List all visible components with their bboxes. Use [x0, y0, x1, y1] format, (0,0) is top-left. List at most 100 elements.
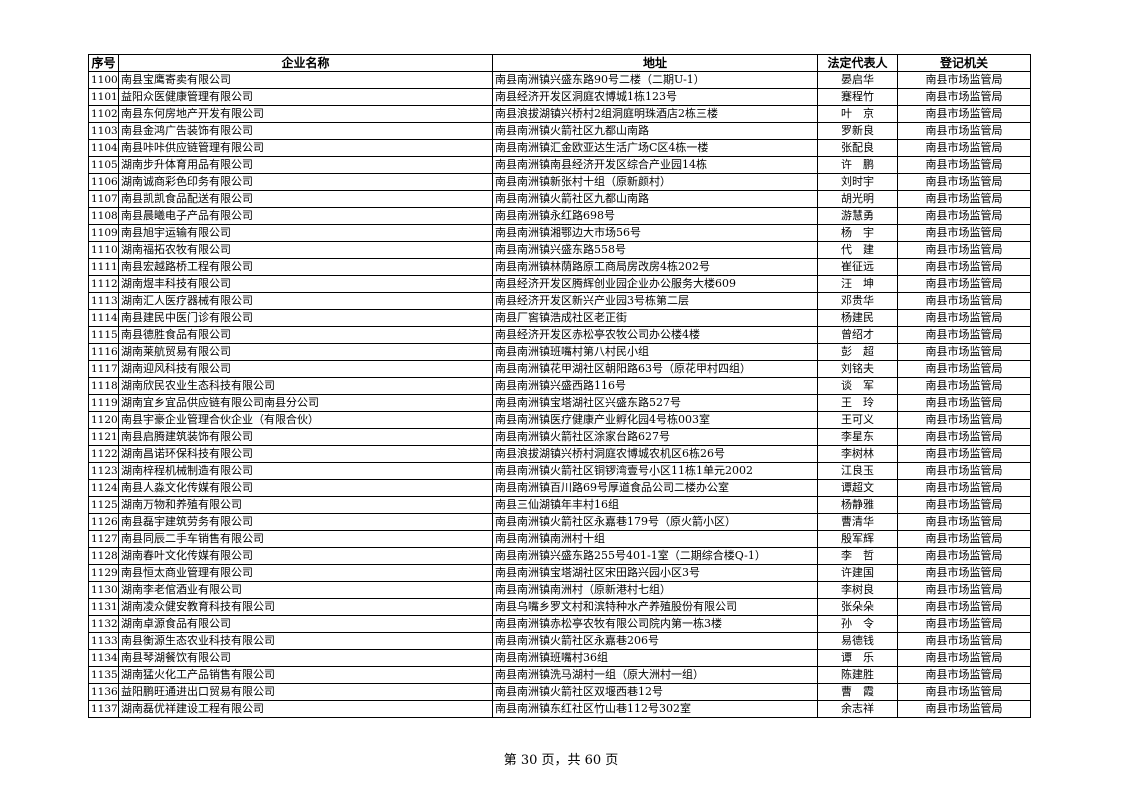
address-cell: 南县南洲镇医疗健康产业孵化园4号栋003室	[492, 411, 818, 429]
address-cell: 南县经济开发区腾辉创业园企业办公服务大楼609	[492, 275, 818, 293]
company-name-cell: 南县德胜食品有限公司	[118, 326, 493, 344]
address-cell: 南县经济开发区洞庭农博城1栋123号	[492, 88, 818, 106]
authority-cell: 南县市场监管局	[897, 224, 1031, 242]
table-row: 1121 南县启腾建筑装饰有限公司 南县南洲镇火箭社区涂家台路627号 李星东 南县市场…	[88, 428, 1031, 446]
company-name-cell: 湖南凌众健安教育科技有限公司	[118, 598, 493, 616]
legal-rep-cell: 崔征远	[817, 258, 898, 276]
legal-rep-cell: 曹 霞	[817, 683, 898, 701]
legal-rep-cell: 李树良	[817, 581, 898, 599]
address-cell: 南县三仙湖镇年丰村16组	[492, 496, 818, 514]
legal-rep-cell: 汪 坤	[817, 275, 898, 293]
company-name-cell: 益阳众医健康管理有限公司	[118, 88, 493, 106]
company-name-cell: 南县启腾建筑装饰有限公司	[118, 428, 493, 446]
table-row: 1115 南县德胜食品有限公司 南县经济开发区赤松亭农牧公司办公楼4楼 曾绍才 南县市场…	[88, 326, 1031, 344]
seq-cell: 1103	[88, 122, 119, 140]
company-name-cell: 南县建民中医门诊有限公司	[118, 309, 493, 327]
seq-cell: 1101	[88, 88, 119, 106]
table-row: 1124 南县人淼文化传媒有限公司 南县南洲镇百川路69号厚道食品公司二楼办公室 谭超…	[88, 479, 1031, 497]
address-cell: 南县经济开发区新兴产业园3号栋第二层	[492, 292, 818, 310]
authority-cell: 南县市场监管局	[897, 462, 1031, 480]
seq-cell: 1111	[88, 258, 119, 276]
table-row: 1111 南县宏越路桥工程有限公司 南县南洲镇林荫路原工商局房改房4栋202号 崔征远…	[88, 258, 1031, 276]
seq-cell: 1116	[88, 343, 119, 361]
address-cell: 南县南洲镇汇金欧亚达生活广场C区4栋一楼	[492, 139, 818, 157]
authority-cell: 南县市场监管局	[897, 156, 1031, 174]
table-row: 1104 南县咔咔供应链管理有限公司 南县南洲镇汇金欧亚达生活广场C区4栋一楼 张配良…	[88, 139, 1031, 157]
legal-rep-cell: 余志祥	[817, 700, 898, 718]
address-cell: 南县南洲镇班嘴村36组	[492, 649, 818, 667]
address-cell: 南县南洲镇南洲村十组	[492, 530, 818, 548]
authority-cell: 南县市场监管局	[897, 513, 1031, 531]
table-row: 1102 南县东何房地产开发有限公司 南县浪拔湖镇兴桥村2组洞庭明珠酒店2栋三楼叶 …	[88, 105, 1031, 123]
authority-cell: 南县市场监管局	[897, 445, 1031, 463]
legal-rep-cell: 王可义	[817, 411, 898, 429]
company-name-cell: 湖南万物和养殖有限公司	[118, 496, 493, 514]
seq-cell: 1104	[88, 139, 119, 157]
legal-rep-cell: 罗新良	[817, 122, 898, 140]
seq-cell: 1136	[88, 683, 119, 701]
authority-cell: 南县市场监管局	[897, 700, 1031, 718]
authority-cell: 南县市场监管局	[897, 530, 1031, 548]
company-name-cell: 湖南福拓农牧有限公司	[118, 241, 493, 259]
authority-cell: 南县市场监管局	[897, 139, 1031, 157]
legal-rep-cell: 曾绍才	[817, 326, 898, 344]
address-cell: 南县南洲镇南县经济开发区综合产业园14栋	[492, 156, 818, 174]
authority-cell: 南县市场监管局	[897, 258, 1031, 276]
address-cell: 南县南洲镇兴盛东路558号	[492, 241, 818, 259]
company-name-cell: 湖南磊优祥建设工程有限公司	[118, 700, 493, 718]
company-name-cell: 湖南宜乡宜品供应链有限公司南县分公司	[118, 394, 493, 412]
address-cell: 南县南洲镇新张村十组（原新颜村）	[492, 173, 818, 191]
authority-cell: 南县市场监管局	[897, 88, 1031, 106]
address-cell: 南县南洲镇火箭社区永嘉巷179号（原火箭小区）	[492, 513, 818, 531]
company-name-cell: 南县恒太商业管理有限公司	[118, 564, 493, 582]
seq-cell: 1129	[88, 564, 119, 582]
table-header-row: 序号 企业名称 地址 法定代表人 登记机关	[88, 54, 1031, 72]
company-name-cell: 南县旭宇运输有限公司	[118, 224, 493, 242]
address-cell: 南县南洲镇火箭社区九都山南路	[492, 190, 818, 208]
legal-rep-cell: 王 玲	[817, 394, 898, 412]
address-cell: 南县南洲镇林荫路原工商局房改房4栋202号	[492, 258, 818, 276]
legal-rep-cell: 殷军辉	[817, 530, 898, 548]
authority-cell: 南县市场监管局	[897, 428, 1031, 446]
authority-cell: 南县市场监管局	[897, 411, 1031, 429]
company-name-cell: 南县琴湖餐饮有限公司	[118, 649, 493, 667]
company-name-cell: 湖南春叶文化传媒有限公司	[118, 547, 493, 565]
legal-rep-cell: 孙 令	[817, 615, 898, 633]
authority-cell: 南县市场监管局	[897, 122, 1031, 140]
company-name-cell: 湖南煜丰科技有限公司	[118, 275, 493, 293]
legal-rep-cell: 刘铭夫	[817, 360, 898, 378]
company-name-cell: 湖南诚商彩色印务有限公司	[118, 173, 493, 191]
address-cell: 南县南洲镇花甲湖社区朝阳路63号（原花甲村四组）	[492, 360, 818, 378]
table-row: 1126 南县磊宇建筑劳务有限公司 南县南洲镇火箭社区永嘉巷179号（原火箭小区）曹…	[88, 513, 1031, 531]
seq-cell: 1131	[88, 598, 119, 616]
legal-rep-cell: 易德钱	[817, 632, 898, 650]
company-name-cell: 湖南猛火化工产品销售有限公司	[118, 666, 493, 684]
authority-cell: 南县市场监管局	[897, 360, 1031, 378]
authority-cell: 南县市场监管局	[897, 564, 1031, 582]
legal-rep-cell: 李 哲	[817, 547, 898, 565]
header-legal-rep: 法定代表人	[817, 54, 898, 72]
table-row: 1100 南县宝鹰寄卖有限公司 南县南洲镇兴盛东路90号二楼（二期U-1） 晏启华 南县…	[88, 71, 1031, 89]
table-row: 1101 益阳众医健康管理有限公司 南县经济开发区洞庭农博城1栋123号 蹇程竹 南县市…	[88, 88, 1031, 106]
table-row: 1125 湖南万物和养殖有限公司 南县三仙湖镇年丰村16组 杨静雅 南县市场监管局	[88, 496, 1031, 514]
table-row: 1137 湖南磊优祥建设工程有限公司 南县南洲镇东红社区竹山巷112号302室 余志祥…	[88, 700, 1031, 718]
authority-cell: 南县市场监管局	[897, 632, 1031, 650]
table-row: 1130 湖南李老倌酒业有限公司 南县南洲镇南洲村（原新港村七组） 李树良 南县市场监管…	[88, 581, 1031, 599]
table-row: 1107 南县凯凯食品配送有限公司 南县南洲镇火箭社区九都山南路 胡光明 南县市场监管局	[88, 190, 1031, 208]
address-cell: 南县南洲镇火箭社区涂家台路627号	[492, 428, 818, 446]
seq-cell: 1137	[88, 700, 119, 718]
table-row: 1133 南县衡源生态农业科技有限公司 南县南洲镇火箭社区永嘉巷206号 易德钱 南县市…	[88, 632, 1031, 650]
seq-cell: 1123	[88, 462, 119, 480]
table-row: 1113 湖南汇人医疗器械有限公司 南县经济开发区新兴产业园3号栋第二层 邓贵华 南县市…	[88, 292, 1031, 310]
table-row: 1129 南县恒太商业管理有限公司 南县南洲镇宝塔湖社区宋田路兴园小区3号 许建国 南县…	[88, 564, 1031, 582]
legal-rep-cell: 张配良	[817, 139, 898, 157]
company-name-cell: 南县金鸿广告装饰有限公司	[118, 122, 493, 140]
seq-cell: 1112	[88, 275, 119, 293]
header-company-name: 企业名称	[118, 54, 493, 72]
table-row: 1112 湖南煜丰科技有限公司 南县经济开发区腾辉创业园企业办公服务大楼609 汪 坤…	[88, 275, 1031, 293]
legal-rep-cell: 游慧勇	[817, 207, 898, 225]
table-row: 1123 湖南梓程机械制造有限公司 南县南洲镇火箭社区铜锣湾壹号小区11栋1单元20…	[88, 462, 1031, 480]
table-row: 1135 湖南猛火化工产品销售有限公司 南县南洲镇洗马湖村一组（原大洲村一组） 陈建胜…	[88, 666, 1031, 684]
authority-cell: 南县市场监管局	[897, 479, 1031, 497]
address-cell: 南县南洲镇火箭社区铜锣湾壹号小区11栋1单元2002	[492, 462, 818, 480]
